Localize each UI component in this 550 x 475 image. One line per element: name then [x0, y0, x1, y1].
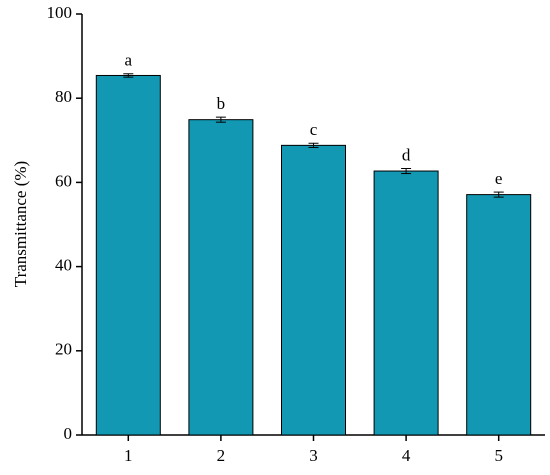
- significance-letter: e: [495, 169, 503, 188]
- significance-letter: c: [310, 120, 318, 139]
- x-tick-label: 2: [217, 446, 226, 465]
- significance-letter: d: [402, 145, 411, 164]
- significance-letter: b: [217, 94, 226, 113]
- y-tick-label: 80: [55, 87, 72, 106]
- y-tick-label: 20: [55, 340, 72, 359]
- bar: [466, 194, 532, 436]
- bar: [281, 144, 346, 436]
- y-axis-label: Transmittance (%): [11, 161, 30, 287]
- y-tick-label: 60: [55, 171, 72, 190]
- bar: [373, 170, 439, 436]
- significance-letter: a: [125, 51, 133, 70]
- x-tick-label: 4: [402, 446, 411, 465]
- x-tick-label: 1: [124, 446, 133, 465]
- bar: [188, 119, 254, 436]
- y-tick-label: 0: [64, 424, 73, 443]
- y-tick-label: 40: [55, 256, 72, 275]
- x-tick-label: 5: [494, 446, 503, 465]
- x-tick-label: 3: [309, 446, 318, 465]
- bar: [95, 74, 161, 436]
- y-tick-label: 100: [47, 3, 73, 22]
